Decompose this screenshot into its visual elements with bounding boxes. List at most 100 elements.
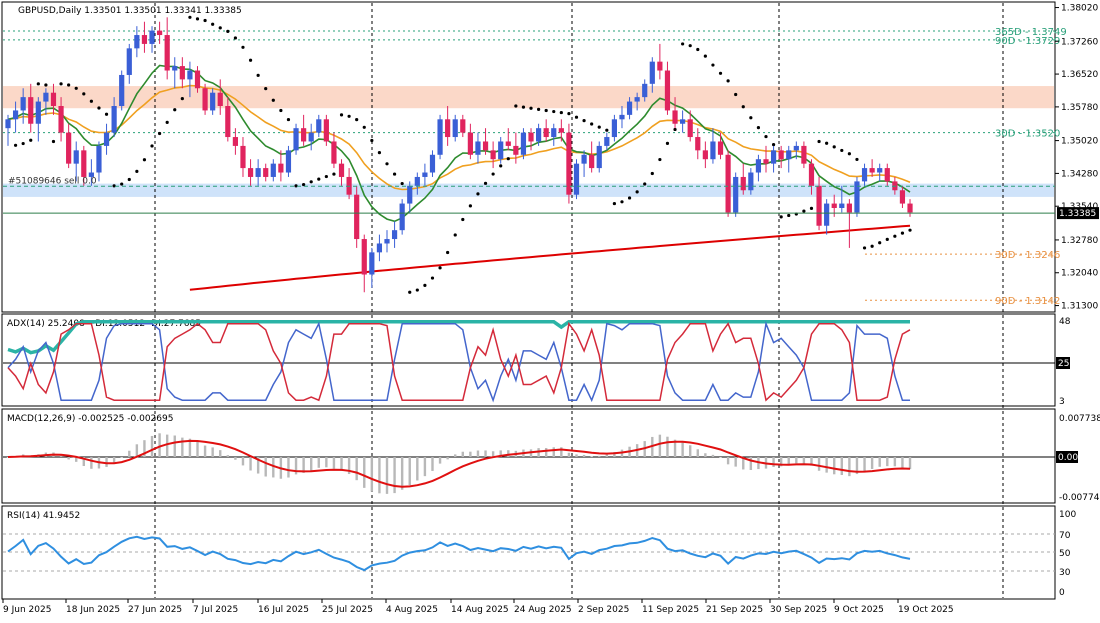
sar-dot	[787, 213, 791, 218]
rsi-header: RSI(14) 41.9452	[7, 511, 80, 521]
rsi-axis-70: 70	[1059, 531, 1071, 541]
candle-body	[634, 97, 640, 102]
macd-bar	[416, 457, 419, 481]
candle-body	[460, 119, 466, 133]
sar-dot	[620, 200, 624, 204]
candle-body	[187, 70, 193, 80]
parabolic-sar	[13, 15, 912, 294]
sar-dot	[688, 44, 692, 48]
ema-21-line	[7, 84, 911, 191]
sar-dot	[681, 42, 685, 46]
order-label: #51089646 sell 0.0	[8, 176, 97, 186]
macd-bar	[355, 457, 358, 481]
adx-axis-mid-badge	[1056, 357, 1070, 369]
candle-body	[642, 83, 648, 98]
candle-body	[558, 128, 564, 133]
candle-body	[770, 150, 777, 164]
macd-bar	[203, 445, 207, 457]
sar-dot	[468, 204, 472, 208]
macd-panel[interactable]	[1, 408, 1056, 504]
candle-body	[596, 145, 602, 169]
candle-body	[861, 168, 868, 182]
date-label: 27 Jun 2025	[128, 605, 182, 615]
candle-body	[96, 145, 102, 173]
candle-body	[164, 35, 170, 71]
macd-signal-line	[7, 439, 911, 488]
candle-body	[687, 119, 693, 138]
candle-body	[12, 110, 19, 120]
macd-bar	[855, 457, 859, 475]
date-label: 4 Aug 2025	[386, 605, 438, 615]
candle-body	[5, 119, 11, 129]
macd-bar	[908, 457, 912, 470]
sar-dot	[241, 45, 245, 49]
candle-body	[323, 119, 329, 142]
candle-body	[247, 168, 254, 177]
sar-dot	[400, 181, 404, 186]
candle-body	[604, 137, 610, 146]
candle-body	[407, 185, 413, 204]
sar-dot	[741, 105, 745, 109]
sar-dot	[832, 145, 836, 149]
candle-body	[831, 203, 837, 208]
macd-bar	[605, 454, 609, 457]
sar-dot	[36, 82, 40, 86]
sar-dot	[430, 276, 435, 280]
sar-dot	[59, 82, 63, 86]
macd-bar	[848, 457, 851, 477]
candle-body	[73, 150, 79, 164]
sar-dot	[286, 117, 291, 122]
main-panel[interactable]	[1, 1, 1056, 313]
sar-dot	[885, 237, 889, 242]
sar-dot	[309, 180, 313, 184]
pivot-level-label: 30D - 1.3246	[995, 250, 1060, 261]
macd-bar	[598, 455, 601, 457]
macd-bar	[105, 457, 108, 467]
macd-bar	[560, 447, 563, 457]
sar-dot	[74, 86, 78, 90]
candle-body	[626, 101, 633, 115]
candle-body	[28, 97, 34, 124]
candle-body	[270, 163, 276, 177]
candle-body	[354, 194, 360, 240]
macd-bar	[219, 450, 222, 457]
macd-bar	[128, 450, 131, 457]
sar-dot	[203, 18, 207, 23]
price-tick-label: 1.35780	[1061, 103, 1098, 113]
pivot-level-label: 90D - 1.3142	[995, 296, 1060, 307]
price-tick-label: 1.32040	[1061, 269, 1098, 279]
sar-dot	[392, 172, 397, 176]
macd-bar	[234, 457, 237, 460]
macd-bar	[150, 435, 154, 457]
candle-body	[482, 141, 489, 151]
current-price-value: 1.33385	[1059, 209, 1096, 219]
macd-bar	[287, 457, 290, 478]
adx-panel[interactable]	[1, 313, 1056, 407]
macd-bar	[393, 457, 396, 494]
sar-dot	[188, 15, 192, 19]
candle-body	[384, 239, 390, 244]
macd-bar	[181, 437, 184, 457]
date-label: 18 Jun 2025	[66, 605, 120, 615]
sar-dot	[165, 120, 169, 124]
macd-bar	[385, 457, 389, 494]
macd-bar	[158, 433, 161, 457]
macd-bar	[431, 457, 434, 471]
sar-dot	[377, 151, 382, 155]
sar-dot	[438, 266, 442, 270]
sar-dot	[870, 244, 874, 248]
sar-dot	[317, 177, 321, 181]
candle-body	[520, 132, 527, 155]
macd-bar	[711, 454, 715, 457]
sar-dot	[82, 92, 86, 96]
candle-body	[361, 239, 367, 275]
sar-dot	[355, 118, 359, 122]
candle-body	[376, 243, 383, 253]
sar-dot	[370, 138, 374, 143]
sar-dot	[423, 283, 427, 287]
macd-bar	[302, 457, 305, 473]
sar-dot	[279, 108, 283, 113]
adx-axis-bottom: 3	[1059, 397, 1065, 407]
date-label: 9 Jun 2025	[3, 605, 51, 615]
